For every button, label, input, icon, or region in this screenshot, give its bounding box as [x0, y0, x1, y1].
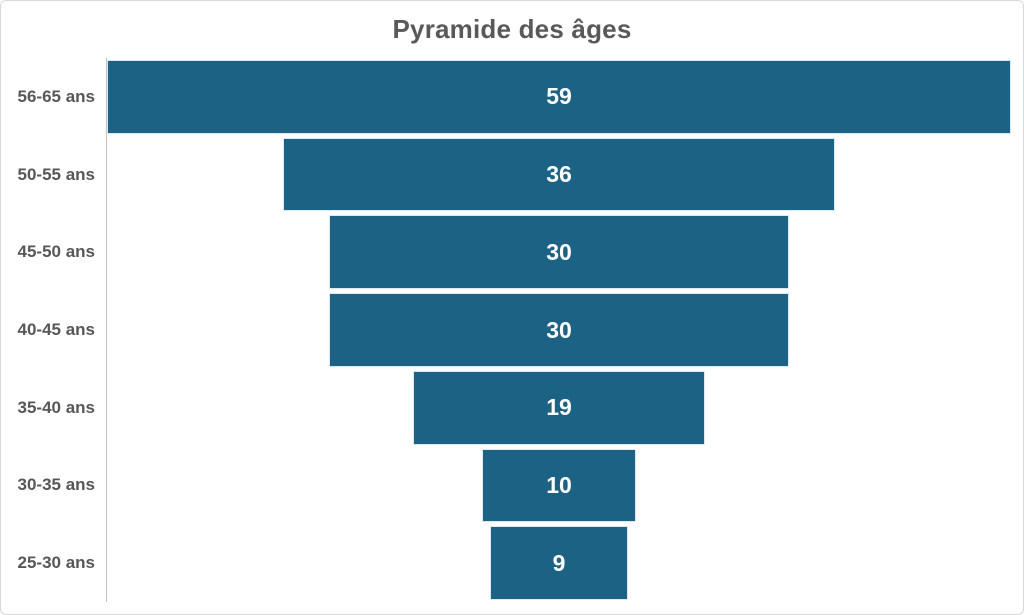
bar-track: 19 [107, 369, 1011, 447]
bar-track: 10 [107, 447, 1011, 525]
bar-track: 30 [107, 213, 1011, 291]
funnel-bar: 30 [329, 215, 789, 290]
data-label: 59 [546, 83, 572, 110]
funnel-row: 40-45 ans 30 [1, 291, 1011, 369]
data-label: 19 [546, 394, 572, 421]
category-axis-label: 45-50 ans [1, 213, 107, 292]
funnel-bar: 10 [482, 448, 636, 523]
data-label: 30 [546, 316, 572, 343]
category-axis-label: 30-35 ans [1, 446, 107, 525]
chart-title: Pyramide des âges [392, 14, 632, 44]
bar-track: 59 [107, 58, 1011, 136]
category-axis-label: 50-55 ans [1, 135, 107, 214]
data-label: 9 [552, 549, 566, 576]
funnel-bar: 36 [283, 137, 835, 212]
bar-track: 36 [107, 136, 1011, 214]
plot-area: 56-65 ans 59 50-55 ans 36 45-50 ans 30 4… [1, 58, 1011, 603]
data-label: 36 [546, 161, 572, 188]
funnel-row: 45-50 ans 30 [1, 213, 1011, 292]
funnel-row: 35-40 ans 19 [1, 368, 1011, 447]
category-axis-label: 56-65 ans [1, 58, 107, 136]
funnel-row: 30-35 ans 10 [1, 446, 1011, 525]
category-axis-label: 25-30 ans [1, 524, 107, 603]
data-label: 30 [546, 238, 572, 265]
data-label: 10 [546, 471, 572, 498]
funnel-bar: 9 [490, 526, 628, 601]
funnel-row: 56-65 ans 59 [1, 58, 1011, 136]
funnel-row: 50-55 ans 36 [1, 135, 1011, 214]
bar-track: 30 [107, 291, 1011, 369]
funnel-bar: 59 [107, 60, 1011, 134]
category-axis-label: 40-45 ans [1, 291, 107, 369]
funnel-bar: 30 [329, 293, 789, 367]
funnel-row: 25-30 ans 9 [1, 524, 1011, 603]
funnel-bar: 19 [413, 370, 705, 445]
bar-track: 9 [107, 524, 1011, 602]
category-axis-label: 35-40 ans [1, 368, 107, 447]
